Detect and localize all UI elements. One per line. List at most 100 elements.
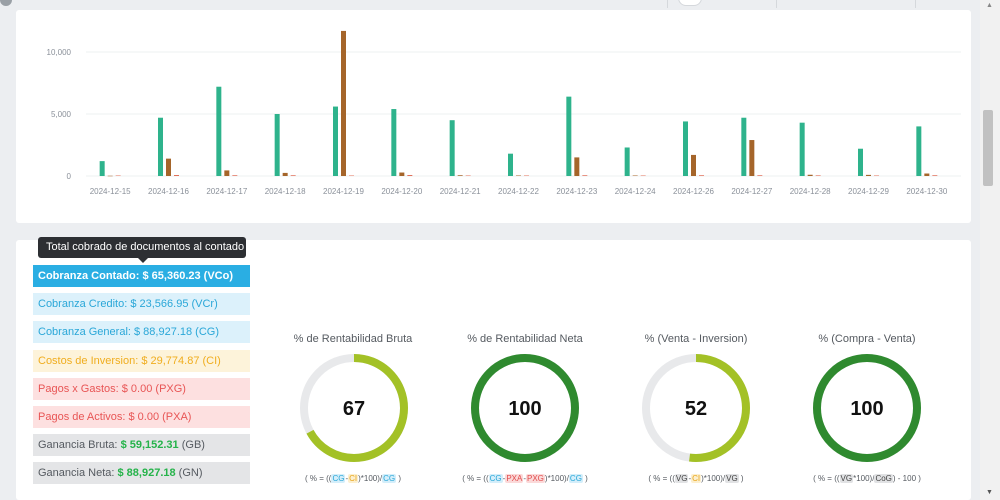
bar[interactable] <box>399 172 405 176</box>
bar[interactable] <box>799 122 805 176</box>
bar[interactable] <box>866 174 871 176</box>
gauge-rentabilidad-neta: 100 <box>471 354 579 462</box>
bar[interactable] <box>757 175 763 176</box>
bar[interactable] <box>807 174 813 176</box>
x-tick-label: 2024-12-15 <box>90 187 131 196</box>
x-tick-label: 2024-12-16 <box>148 187 189 196</box>
scroll-up-arrow-icon[interactable]: ▲ <box>986 2 993 9</box>
stat-label: Cobranza General: $ 88,927.18 (CG) <box>38 326 219 338</box>
bar[interactable] <box>349 175 354 177</box>
stat-value: $ 88,927.18 <box>117 467 176 479</box>
stat-pagos-activos[interactable]: Pagos de Activos: $ 0.00 (PXA) <box>33 406 250 428</box>
bar[interactable] <box>232 175 238 176</box>
x-tick-label: 2024-12-23 <box>556 187 597 196</box>
menu-icon[interactable] <box>0 0 12 6</box>
scrollbar-thumb[interactable] <box>983 110 993 186</box>
bar[interactable] <box>457 175 463 176</box>
bar[interactable] <box>932 175 938 176</box>
gauge-arc <box>300 354 408 462</box>
stat-ganancia-neta[interactable]: Ganancia Neta: $ 88,927.18 (GN) <box>33 462 250 484</box>
gauge-value: 52 <box>685 398 707 420</box>
stat-cobranza-contado[interactable]: Cobranza Contado: $ 65,360.23 (VCo) <box>33 265 250 287</box>
stat-cobranza-general[interactable]: Cobranza General: $ 88,927.18 (CG) <box>33 321 250 343</box>
bar[interactable] <box>216 86 222 176</box>
x-tick-label: 2024-12-27 <box>731 187 772 196</box>
y-tick-label: 5,000 <box>51 110 72 119</box>
bar[interactable] <box>465 175 471 177</box>
bar[interactable] <box>99 161 105 176</box>
bar[interactable] <box>107 175 113 177</box>
bar[interactable] <box>290 175 296 176</box>
chip-cg: CG <box>382 474 397 483</box>
bar[interactable] <box>158 117 163 176</box>
stat-label: Cobranza Contado: $ 65,360.23 (VCo) <box>38 270 233 282</box>
gauge-venta-inversion: 52 <box>642 354 750 462</box>
stat-cobranza-credito[interactable]: Cobranza Credito: $ 23,566.95 (VCr) <box>33 293 250 315</box>
bar[interactable] <box>516 175 521 177</box>
stat-value: $ 59,152.31 <box>120 439 179 451</box>
bar[interactable] <box>924 173 930 176</box>
stat-suffix: (GB) <box>178 439 205 451</box>
x-tick-label: 2024-12-29 <box>848 187 889 196</box>
bar[interactable] <box>115 175 121 177</box>
gauge-title-venta-inversion: % (Venta - Inversion) <box>644 333 748 345</box>
bar[interactable] <box>691 154 696 176</box>
bar[interactable] <box>640 175 646 177</box>
bar[interactable] <box>174 175 179 176</box>
bar[interactable] <box>632 175 638 177</box>
chip-ci: CI <box>348 474 359 483</box>
toggle-switch[interactable] <box>678 0 702 6</box>
bar[interactable] <box>858 148 863 176</box>
bar[interactable] <box>699 175 704 176</box>
gauge-title-compra-venta: % (Compra - Venta) <box>818 333 916 345</box>
bar[interactable] <box>574 157 580 176</box>
bar[interactable] <box>566 96 572 176</box>
tooltip-text: Total cobrado de documentos al contado <box>46 241 245 253</box>
bar[interactable] <box>341 30 346 177</box>
stat-costos-inversion[interactable]: Costos de Inversion: $ 29,774.87 (CI) <box>33 350 250 372</box>
bar[interactable] <box>282 172 288 176</box>
x-tick-label: 2024-12-22 <box>498 187 539 196</box>
stat-label: Pagos de Activos: $ 0.00 (PXA) <box>38 411 192 423</box>
chip-pxg: PXG <box>526 474 545 483</box>
chip-vg: VG <box>674 474 689 483</box>
bar[interactable] <box>166 158 171 176</box>
stat-label: Costos de Inversion: $ 29,774.87 (CI) <box>38 355 221 367</box>
bar[interactable] <box>391 109 397 176</box>
chip-vg: VG <box>725 474 739 483</box>
gauge-title-rentabilidad-bruta: % de Rentabilidad Bruta <box>293 333 413 345</box>
x-tick-label: 2024-12-24 <box>615 187 656 196</box>
x-tick-label: 2024-12-30 <box>906 187 947 196</box>
chip-cg: CG <box>331 474 346 483</box>
bar[interactable] <box>524 175 529 177</box>
bar[interactable] <box>407 175 413 176</box>
bar[interactable] <box>582 175 588 176</box>
stat-pagos-gastos[interactable]: Pagos x Gastos: $ 0.00 (PXG) <box>33 378 250 400</box>
y-tick-label: 10,000 <box>47 48 72 57</box>
bar[interactable] <box>274 114 280 176</box>
bar[interactable] <box>333 106 338 176</box>
stat-ganancia-bruta[interactable]: Ganancia Bruta: $ 59,152.31 (GB) <box>33 434 250 456</box>
bar[interactable] <box>508 153 513 176</box>
scrollbar[interactable] <box>980 0 1000 500</box>
bar[interactable] <box>741 117 747 176</box>
bar[interactable] <box>624 147 630 176</box>
scroll-down-arrow-icon[interactable]: ▼ <box>986 489 993 496</box>
stat-label: Pagos x Gastos: $ 0.00 (PXG) <box>38 383 186 395</box>
chip-ci: CI <box>691 474 702 483</box>
bar[interactable] <box>815 175 821 176</box>
gauge-compra-venta: 100 <box>813 354 921 462</box>
gauge-rentabilidad-bruta: 67 <box>300 354 408 462</box>
bar[interactable] <box>916 126 922 176</box>
bar[interactable] <box>683 121 688 176</box>
bar[interactable] <box>749 140 755 176</box>
chip-pxa: PXA <box>505 474 524 483</box>
bar[interactable] <box>449 120 455 176</box>
y-tick-label: 0 <box>67 172 72 181</box>
bar[interactable] <box>224 170 230 176</box>
bar[interactable] <box>874 175 879 177</box>
x-tick-label: 2024-12-20 <box>381 187 422 196</box>
x-tick-label: 2024-12-26 <box>673 187 714 196</box>
chip-cog: CoG <box>874 474 893 483</box>
gauge-title-rentabilidad-neta: % de Rentabilidad Neta <box>467 333 583 345</box>
